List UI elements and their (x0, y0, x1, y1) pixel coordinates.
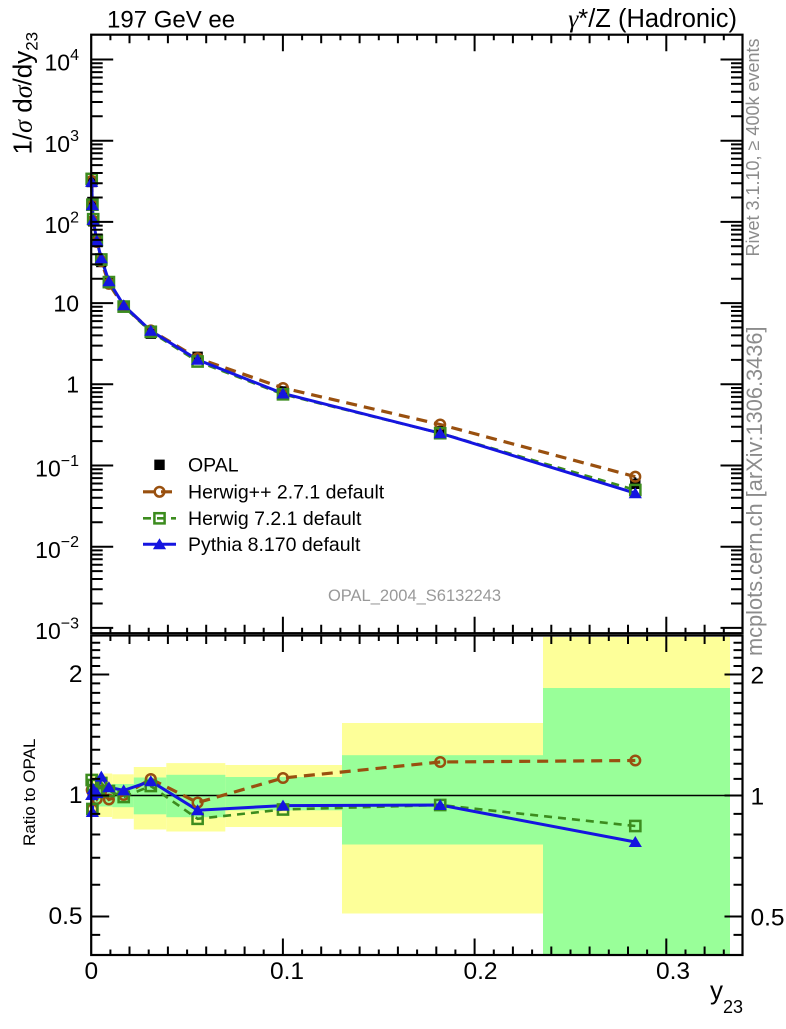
svg-text:10−2: 10−2 (35, 534, 79, 563)
svg-text:10−3: 10−3 (35, 615, 79, 644)
svg-text:OPAL: OPAL (188, 454, 239, 476)
svg-text:Herwig 7.2.1 default: Herwig 7.2.1 default (188, 508, 362, 530)
svg-text:γ*/Z (Hadronic): γ*/Z (Hadronic) (568, 4, 737, 33)
svg-text:Rivet 3.1.10, ≥ 400k events: Rivet 3.1.10, ≥ 400k events (743, 38, 763, 256)
svg-text:0.5: 0.5 (751, 905, 785, 932)
svg-text:0.3: 0.3 (656, 958, 690, 985)
svg-text:Pythia 8.170 default: Pythia 8.170 default (188, 534, 361, 556)
svg-text:0.5: 0.5 (48, 903, 82, 930)
svg-text:1: 1 (751, 784, 765, 811)
svg-text:1: 1 (69, 782, 83, 809)
svg-text:10: 10 (53, 290, 79, 316)
svg-text:0.1: 0.1 (270, 958, 304, 985)
svg-text:Herwig++ 2.7.1 default: Herwig++ 2.7.1 default (188, 481, 385, 503)
svg-text:1: 1 (66, 372, 79, 398)
svg-text:197 GeV ee: 197 GeV ee (107, 7, 235, 34)
svg-text:OPAL_2004_S6132243: OPAL_2004_S6132243 (328, 587, 501, 605)
svg-text:mcplots.cern.ch [arXiv:1306.34: mcplots.cern.ch [arXiv:1306.3436] (742, 326, 767, 656)
svg-text:2: 2 (69, 661, 83, 688)
svg-text:2: 2 (751, 663, 765, 690)
svg-text:104: 104 (45, 47, 80, 76)
svg-text:Ratio to OPAL: Ratio to OPAL (20, 739, 39, 846)
svg-text:1/σ dσ/dy23: 1/σ dσ/dy23 (8, 32, 42, 155)
svg-text:0: 0 (84, 958, 98, 985)
svg-text:0.2: 0.2 (463, 958, 497, 985)
